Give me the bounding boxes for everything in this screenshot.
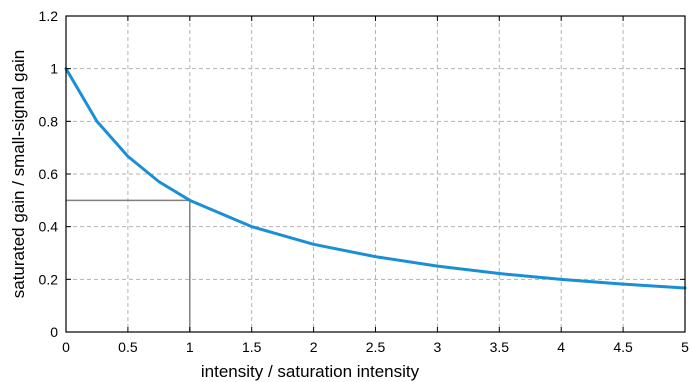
x-tick-label: 4.5 [613,339,633,355]
y-tick-label: 1 [50,61,58,77]
data-point [188,199,191,202]
tick-marks [65,15,686,333]
data-point [96,120,98,123]
x-tick-label: 3.5 [490,339,510,355]
x-axis-label: intensity / saturation intensity [201,362,420,381]
data-point [127,155,129,158]
x-tick-labels: 0 0.5 1 1.5 2 2.5 3 3.5 4 4.5 5 [62,339,689,355]
x-tick-label: 3 [434,339,442,355]
data-point [157,180,160,183]
y-tick-label: 0.8 [39,113,59,129]
y-tick-label: 0.6 [39,166,59,182]
grid [66,16,685,332]
data-point [560,278,563,281]
x-tick-label: 5 [681,339,689,355]
x-tick-label: 2 [310,339,318,355]
data-point [312,243,315,246]
y-tick-label: 0.2 [39,271,59,287]
data-point [374,255,377,258]
y-tick-label: 1.2 [39,8,59,24]
x-tick-label: 0.5 [118,339,138,355]
y-tick-label: 0 [50,324,58,340]
x-tick-label: 4 [557,339,565,355]
y-tick-label: 0.4 [39,219,59,235]
data-point [250,225,253,228]
x-tick-label: 0 [62,339,70,355]
x-tick-label: 1.5 [242,339,262,355]
data-point [622,283,624,285]
guide-lines [66,199,191,332]
x-tick-label: 2.5 [366,339,386,355]
y-axis-label: saturated gain / small-signal gain [9,50,28,299]
y-tick-labels: 0 0.2 0.4 0.6 0.8 1 1.2 [39,8,59,340]
data-point [498,272,501,275]
x-tick-label: 1 [186,339,194,355]
data-point [436,265,439,268]
